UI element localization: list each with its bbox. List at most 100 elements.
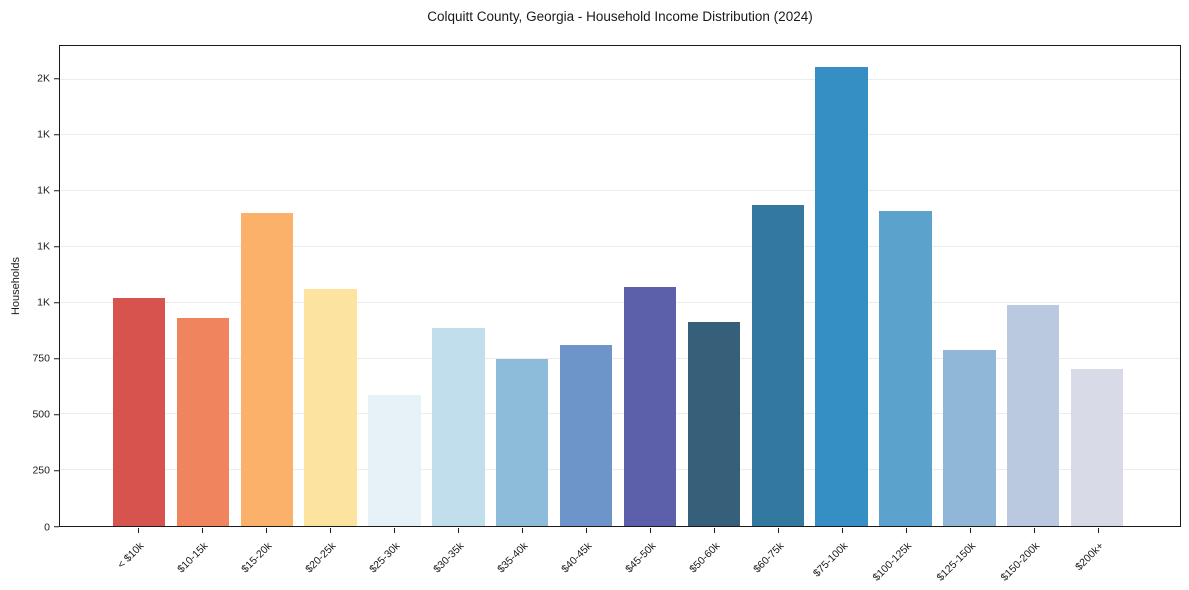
y-tick-mark bbox=[54, 134, 59, 136]
x-tick-label: $60-75k bbox=[751, 540, 787, 576]
y-tick: 250 bbox=[32, 466, 59, 477]
y-tick-label: 750 bbox=[32, 352, 50, 365]
y-tick-label: 0 bbox=[44, 520, 50, 533]
bar-$30-35k bbox=[432, 328, 485, 526]
x-tick-label-wrap: $45-50k bbox=[612, 536, 658, 575]
x-tick-mark bbox=[458, 528, 460, 533]
bar-column bbox=[171, 46, 235, 526]
x-tick: $35-40k bbox=[490, 527, 554, 587]
x-tick: $150-200k bbox=[999, 527, 1066, 587]
gridline bbox=[60, 469, 1180, 471]
bar-column bbox=[746, 46, 810, 526]
bar-$20-25k bbox=[304, 289, 357, 526]
x-tick-mark bbox=[778, 528, 780, 533]
bar-column bbox=[426, 46, 490, 526]
x-tick-label-wrap: $10-15k bbox=[164, 536, 210, 575]
x-tick-label: $40-45k bbox=[559, 540, 595, 576]
x-tick-mark bbox=[842, 528, 844, 533]
y-tick-label: 1K bbox=[37, 128, 50, 141]
x-tick-label: $75-100k bbox=[811, 540, 851, 580]
x-tick-label-wrap: $20-25k bbox=[292, 536, 338, 575]
gridline bbox=[60, 78, 1180, 80]
x-tick: $40-45k bbox=[554, 527, 618, 587]
x-tick-label: < $10k bbox=[115, 540, 147, 571]
y-tick-label: 2K bbox=[37, 72, 50, 85]
y-tick-mark bbox=[54, 414, 59, 416]
y-tick: 1K bbox=[37, 185, 59, 196]
x-tick-label-wrap: $30-35k bbox=[420, 536, 466, 575]
x-tick-label: $10-15k bbox=[175, 540, 211, 576]
bar-$45-50k bbox=[623, 287, 677, 526]
x-tick: < $10k bbox=[106, 527, 170, 587]
x-tick-mark bbox=[714, 528, 716, 533]
x-tick-mark bbox=[202, 528, 204, 533]
y-tick: 750 bbox=[32, 354, 59, 365]
y-tick-label: 250 bbox=[32, 464, 50, 477]
x-tick: $15-20k bbox=[234, 527, 298, 587]
x-tick: $60-75k bbox=[746, 527, 810, 587]
y-tick-mark bbox=[54, 78, 59, 80]
bar-column bbox=[363, 46, 427, 526]
bar-column bbox=[1001, 46, 1065, 526]
bar-column bbox=[299, 46, 363, 526]
x-tick-label: $200k+ bbox=[1073, 540, 1107, 574]
y-tick: 1K bbox=[37, 298, 59, 309]
y-tick: 500 bbox=[32, 410, 59, 421]
y-axis: 0 250 500 750 1K 1K 1K 1K 2K bbox=[0, 45, 59, 532]
bar-column bbox=[490, 46, 554, 526]
x-tick-label-wrap: $40-45k bbox=[548, 536, 594, 575]
bar-$100-125k bbox=[879, 211, 932, 526]
y-tick-label: 1K bbox=[37, 184, 50, 197]
x-tick-label-wrap: < $10k bbox=[106, 536, 146, 571]
x-tick-label: $45-50k bbox=[623, 540, 659, 576]
x-tick-mark bbox=[394, 528, 396, 533]
x-tick-label-wrap: $75-100k bbox=[798, 536, 850, 579]
x-tick-label-wrap: $35-40k bbox=[484, 536, 530, 575]
x-tick-label-wrap: $150-200k bbox=[984, 536, 1043, 584]
x-tick: $10-15k bbox=[170, 527, 234, 587]
bar-column bbox=[554, 46, 618, 526]
x-tick-label: $35-40k bbox=[495, 540, 531, 576]
x-tick-mark bbox=[650, 528, 652, 533]
x-tick-label-wrap: $50-60k bbox=[676, 536, 722, 575]
bar-$50-60k bbox=[687, 321, 740, 526]
y-tick-mark bbox=[54, 358, 59, 360]
x-axis: < $10k $10-15k $15-20k $20-25k $25-30k $30-35… bbox=[59, 527, 1181, 587]
x-tick: $45-50k bbox=[618, 527, 682, 587]
x-tick-mark bbox=[1034, 528, 1036, 533]
y-tick-label: 500 bbox=[32, 408, 50, 421]
bar-column bbox=[874, 46, 938, 526]
gridline bbox=[60, 245, 1180, 247]
bar-$25-30k bbox=[368, 395, 421, 526]
bar-$35-40k bbox=[496, 358, 549, 526]
x-tick-label-wrap: $25-30k bbox=[356, 536, 402, 575]
bar-column bbox=[937, 46, 1001, 526]
x-tick-label-wrap: $125-150k bbox=[920, 536, 979, 584]
plot-area bbox=[59, 45, 1181, 527]
bar-$40-45k bbox=[559, 345, 613, 526]
bar-column bbox=[682, 46, 746, 526]
x-tick: $75-100k bbox=[810, 527, 874, 587]
bar-column bbox=[810, 46, 874, 526]
gridline bbox=[60, 357, 1180, 359]
bar-$60-75k bbox=[751, 204, 804, 526]
gridline bbox=[60, 301, 1180, 303]
gridline bbox=[60, 413, 1180, 415]
y-tick: 1K bbox=[37, 242, 59, 253]
x-tick-label: $20-25k bbox=[303, 540, 339, 576]
x-tick-label: $15-20k bbox=[239, 540, 275, 576]
bar-column bbox=[1065, 46, 1129, 526]
x-tick: $20-25k bbox=[298, 527, 362, 587]
x-tick: $100-125k bbox=[871, 527, 938, 587]
bar-$200k+ bbox=[1070, 368, 1124, 526]
x-tick-mark bbox=[970, 528, 972, 533]
x-tick-label-wrap: $200k+ bbox=[1063, 536, 1106, 573]
y-tick-label: 1K bbox=[37, 240, 50, 253]
y-tick-mark bbox=[54, 190, 59, 192]
bar-$15-20k bbox=[240, 213, 293, 526]
x-tick: $50-60k bbox=[682, 527, 746, 587]
x-tick: $25-30k bbox=[362, 527, 426, 587]
bar-$10-15k bbox=[176, 318, 229, 526]
x-tick-mark bbox=[522, 528, 524, 533]
x-tick-label-wrap: $60-75k bbox=[740, 536, 786, 575]
